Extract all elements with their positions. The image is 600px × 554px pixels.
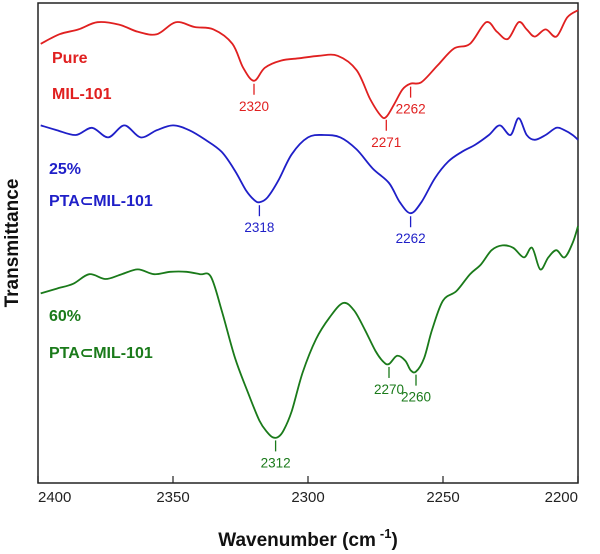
peak-label: 2262 [396, 231, 426, 246]
plot-frame [37, 2, 579, 484]
y-axis-title: Transmittance [2, 179, 23, 308]
series-label: PTA⊂MIL-101 [49, 345, 153, 362]
series-label: PTA⊂MIL-101 [49, 193, 153, 210]
series-2: 2318 2262 25% PTA⊂MIL-101 [40, 117, 579, 246]
x-axis-title: Wavenumber (cm -1) [218, 526, 398, 551]
series-line [40, 225, 579, 439]
peak-label: 2270 [374, 382, 404, 397]
x-tick-label: 2200 [545, 489, 578, 506]
series-1: 2320 2271 2262 Pure MIL-101 [40, 9, 579, 150]
series-line [40, 117, 579, 215]
x-tick-label: 2400 [38, 489, 71, 506]
x-axis-title-close: ) [391, 530, 397, 551]
series-label: Pure [52, 50, 88, 67]
series-layer: 2320 2271 2262 Pure MIL-101 2318 2262 25% PTA⊂MI… [40, 9, 579, 470]
x-tick-label: 2250 [426, 489, 459, 506]
series-label: MIL-101 [52, 86, 112, 103]
peak-label: 2260 [401, 390, 431, 405]
x-tick-label: 2300 [291, 489, 324, 506]
x-axis-title-main: Wavenumber (cm [218, 530, 376, 551]
series-label: 60% [49, 308, 81, 325]
x-tick-label: 2350 [156, 489, 189, 506]
peak-label: 2262 [396, 102, 426, 117]
peak-label: 2320 [239, 99, 269, 114]
peak-label: 2318 [244, 220, 274, 235]
x-axis-title-superscript: -1 [380, 526, 392, 541]
x-axis: 2400 2350 2300 2250 2200 [37, 476, 579, 506]
peak-label: 2271 [371, 135, 401, 150]
series-label: 25% [49, 161, 81, 178]
series-line [40, 9, 579, 120]
peak-label: 2312 [261, 455, 291, 470]
